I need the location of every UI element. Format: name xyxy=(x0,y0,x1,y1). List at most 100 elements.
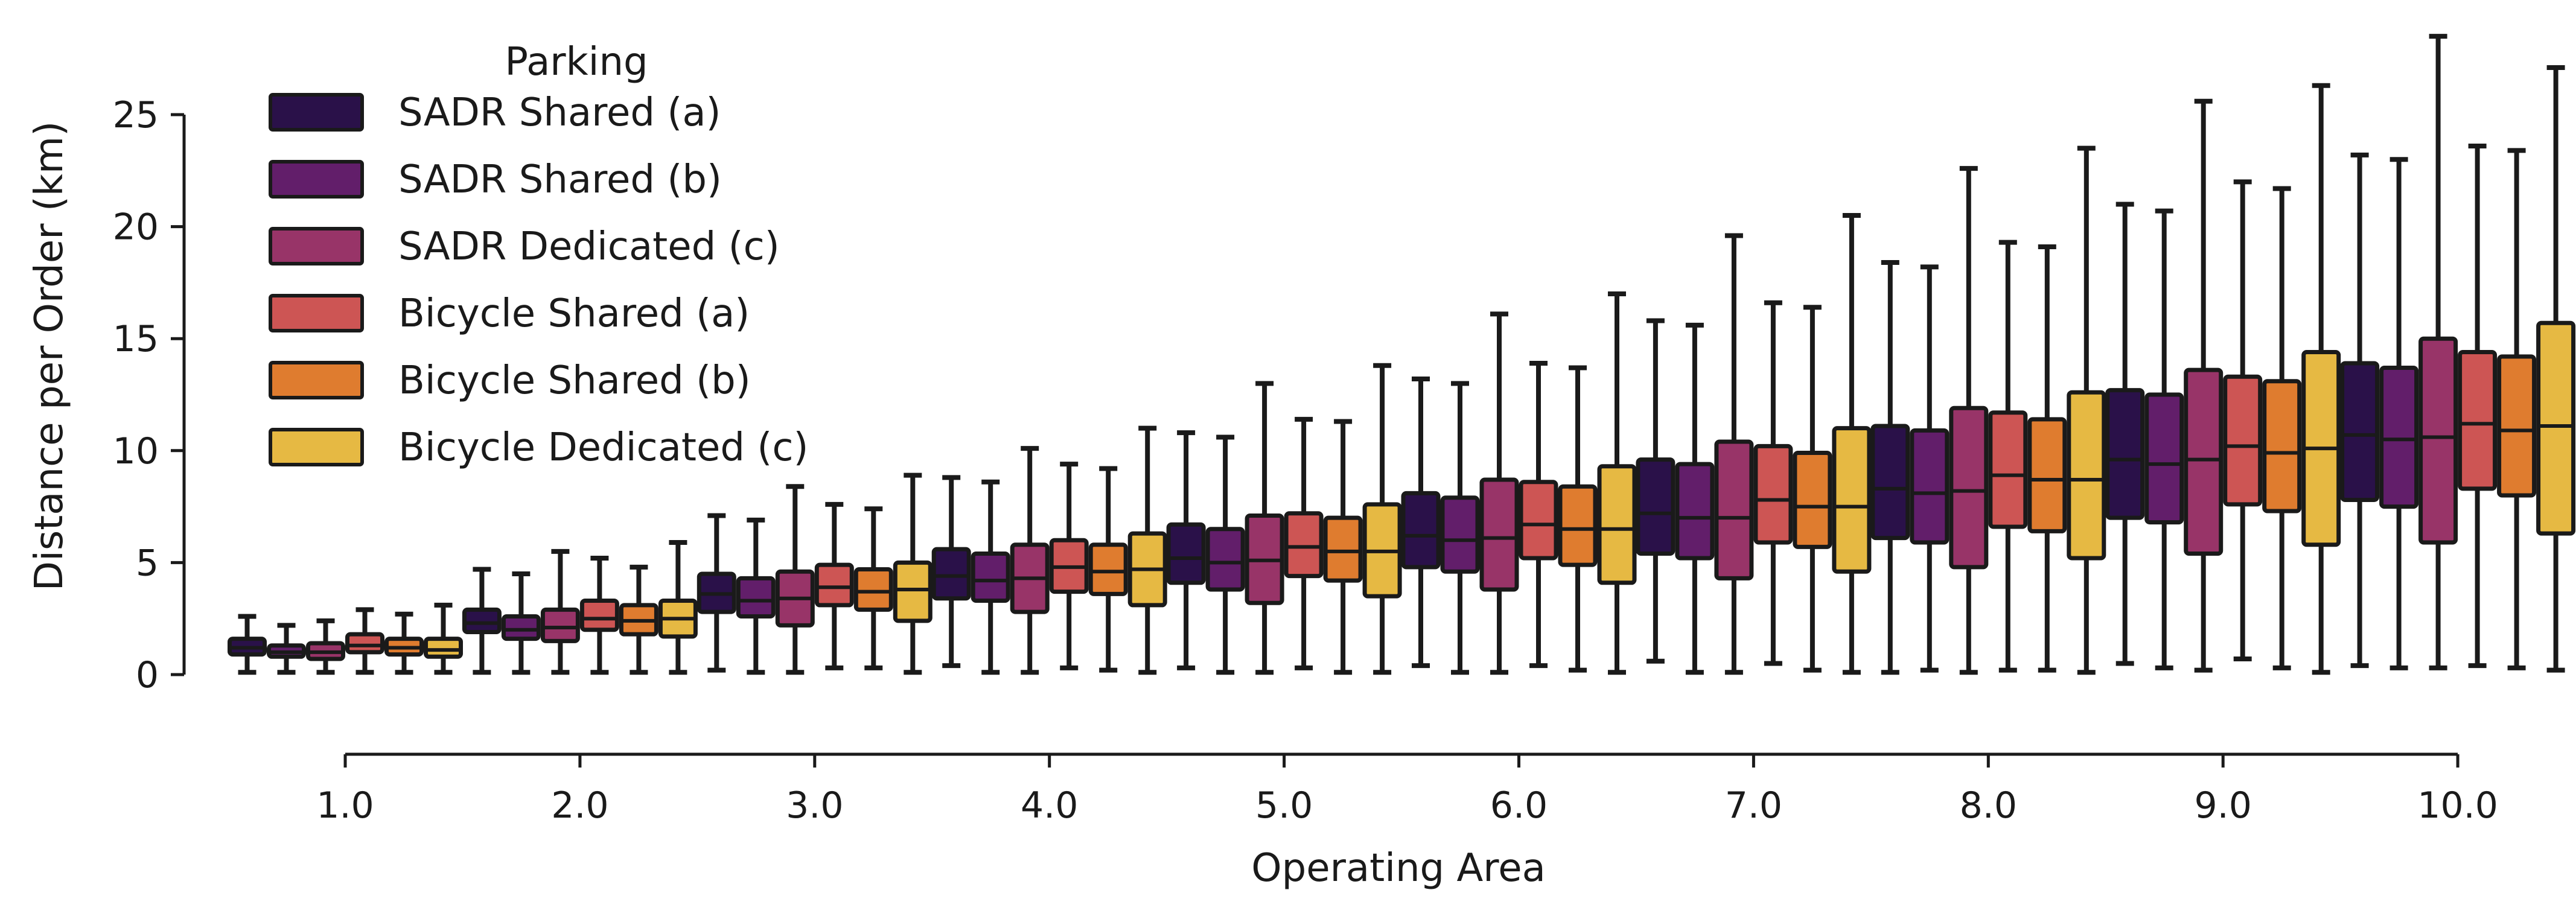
box-iqr xyxy=(893,560,933,623)
x-tick-label: 7.0 xyxy=(1725,784,1782,827)
x-axis-title: Operating Area xyxy=(1251,846,1546,891)
box-sadr-dedicated-c-5.0 xyxy=(1245,381,1284,675)
box-iqr xyxy=(853,567,893,612)
box-bicycle-shared-b-5.0 xyxy=(1323,419,1363,675)
box-iqr xyxy=(540,607,580,643)
y-tick-label: 5 xyxy=(136,542,159,584)
box-sadr-dedicated-c-7.0 xyxy=(1714,233,1754,675)
box-iqr xyxy=(736,576,776,618)
box-iqr xyxy=(1440,495,1480,574)
x-tick-label: 4.0 xyxy=(1021,784,1078,827)
y-tick-label: 10 xyxy=(113,430,159,472)
box-sadr-shared-a-5.0 xyxy=(1166,430,1206,670)
box-sadr-shared-a-8.0 xyxy=(1870,259,1910,675)
box-bicycle-shared-b-1.0 xyxy=(384,611,424,675)
box-bicycle-shared-a-3.0 xyxy=(814,501,854,670)
y-axis: 0 5 10 15 20 25 xyxy=(113,94,186,696)
box-bicycle-dedicated-c-10.0 xyxy=(2536,65,2576,673)
box-bicycle-shared-b-4.0 xyxy=(1088,466,1128,673)
box-iqr xyxy=(2379,365,2419,509)
box-iqr xyxy=(501,614,541,641)
box-sadr-shared-b-3.0 xyxy=(736,517,776,675)
box-sadr-shared-a-2.0 xyxy=(462,567,502,675)
box-bicycle-dedicated-c-6.0 xyxy=(1597,291,1637,675)
box-iqr xyxy=(424,637,463,659)
legend-swatch xyxy=(269,227,364,265)
box-bicycle-shared-b-3.0 xyxy=(853,506,893,670)
y-tick-label: 25 xyxy=(113,94,159,136)
legend-swatch xyxy=(269,93,364,132)
box-sadr-shared-a-7.0 xyxy=(1636,318,1675,664)
y-axis-title: Distance per Order (km) xyxy=(27,121,72,591)
box-iqr xyxy=(1910,428,1950,545)
box-iqr xyxy=(1088,542,1128,596)
x-tick-label: 1.0 xyxy=(316,784,374,827)
box-iqr xyxy=(2067,390,2106,561)
y-tick-label: 20 xyxy=(113,206,159,249)
box-sadr-shared-b-9.0 xyxy=(2144,208,2184,670)
box-iqr xyxy=(1205,527,1245,592)
box-iqr xyxy=(1166,522,1206,585)
box-iqr xyxy=(579,599,619,632)
box-iqr xyxy=(1479,477,1519,592)
box-iqr xyxy=(1793,451,1832,549)
box-iqr xyxy=(2497,354,2537,498)
x-tick-label: 2.0 xyxy=(551,784,608,827)
legend-swatch xyxy=(269,428,364,466)
box-iqr xyxy=(814,562,854,608)
legend-label: SADR Shared (a) xyxy=(398,91,721,135)
legend-title: Parking xyxy=(505,40,648,84)
box-bicycle-shared-b-7.0 xyxy=(1793,305,1832,673)
box-iqr xyxy=(2144,392,2184,525)
box-sadr-shared-b-2.0 xyxy=(501,571,541,675)
box-bicycle-shared-a-4.0 xyxy=(1049,462,1089,670)
legend-item: SADR Shared (a) xyxy=(269,91,721,135)
x-tick-label: 9.0 xyxy=(2194,784,2251,827)
box-iqr xyxy=(462,607,502,634)
box-iqr xyxy=(1519,480,1558,561)
box-iqr xyxy=(1714,439,1754,580)
box-sadr-shared-b-4.0 xyxy=(971,479,1010,675)
box-bicycle-shared-a-8.0 xyxy=(1988,240,2028,673)
box-bicycle-dedicated-c-5.0 xyxy=(1362,363,1402,675)
box-sadr-dedicated-c-6.0 xyxy=(1479,311,1519,675)
box-sadr-dedicated-c-9.0 xyxy=(2184,98,2224,673)
legend-swatch xyxy=(269,361,364,399)
box-iqr xyxy=(1988,410,2028,529)
box-bicycle-dedicated-c-1.0 xyxy=(424,602,463,675)
box-bicycle-dedicated-c-8.0 xyxy=(2067,145,2106,675)
box-bicycle-shared-a-1.0 xyxy=(345,607,384,675)
box-iqr xyxy=(1870,424,1910,541)
legend-swatch xyxy=(269,160,364,199)
legend-item: SADR Dedicated (c) xyxy=(269,224,780,269)
box-iqr xyxy=(1753,444,1793,545)
box-sadr-shared-a-10.0 xyxy=(2340,152,2380,669)
box-iqr xyxy=(1323,515,1363,583)
box-iqr xyxy=(931,547,971,601)
box-bicycle-shared-b-2.0 xyxy=(619,564,658,675)
box-sadr-shared-a-6.0 xyxy=(1401,377,1441,669)
box-iqr xyxy=(1949,405,1989,570)
legend-label: Bicycle Shared (b) xyxy=(398,358,751,403)
box-sadr-shared-a-3.0 xyxy=(697,513,736,673)
legend-item: Bicycle Shared (a) xyxy=(269,291,750,336)
box-bicycle-shared-a-9.0 xyxy=(2223,179,2263,662)
box-sadr-shared-b-6.0 xyxy=(1440,381,1480,675)
y-tick-label: 15 xyxy=(113,318,159,360)
box-iqr xyxy=(1558,484,1598,567)
legend-label: Bicycle Shared (a) xyxy=(398,291,750,336)
box-iqr xyxy=(1597,464,1637,585)
box-sadr-shared-a-1.0 xyxy=(228,614,267,675)
box-bicycle-shared-a-7.0 xyxy=(1753,300,1793,666)
box-sadr-dedicated-c-2.0 xyxy=(540,548,580,675)
box-bicycle-shared-a-10.0 xyxy=(2458,143,2498,669)
box-iqr xyxy=(2223,374,2263,507)
box-iqr xyxy=(2262,379,2302,513)
box-iqr xyxy=(971,552,1010,603)
y-tick-label: 0 xyxy=(136,654,159,696)
box-sadr-shared-a-4.0 xyxy=(931,475,971,669)
box-iqr xyxy=(2418,336,2458,545)
plot-area xyxy=(228,34,2576,675)
box-bicycle-shared-a-5.0 xyxy=(1284,416,1324,670)
box-sadr-shared-b-7.0 xyxy=(1675,322,1715,675)
